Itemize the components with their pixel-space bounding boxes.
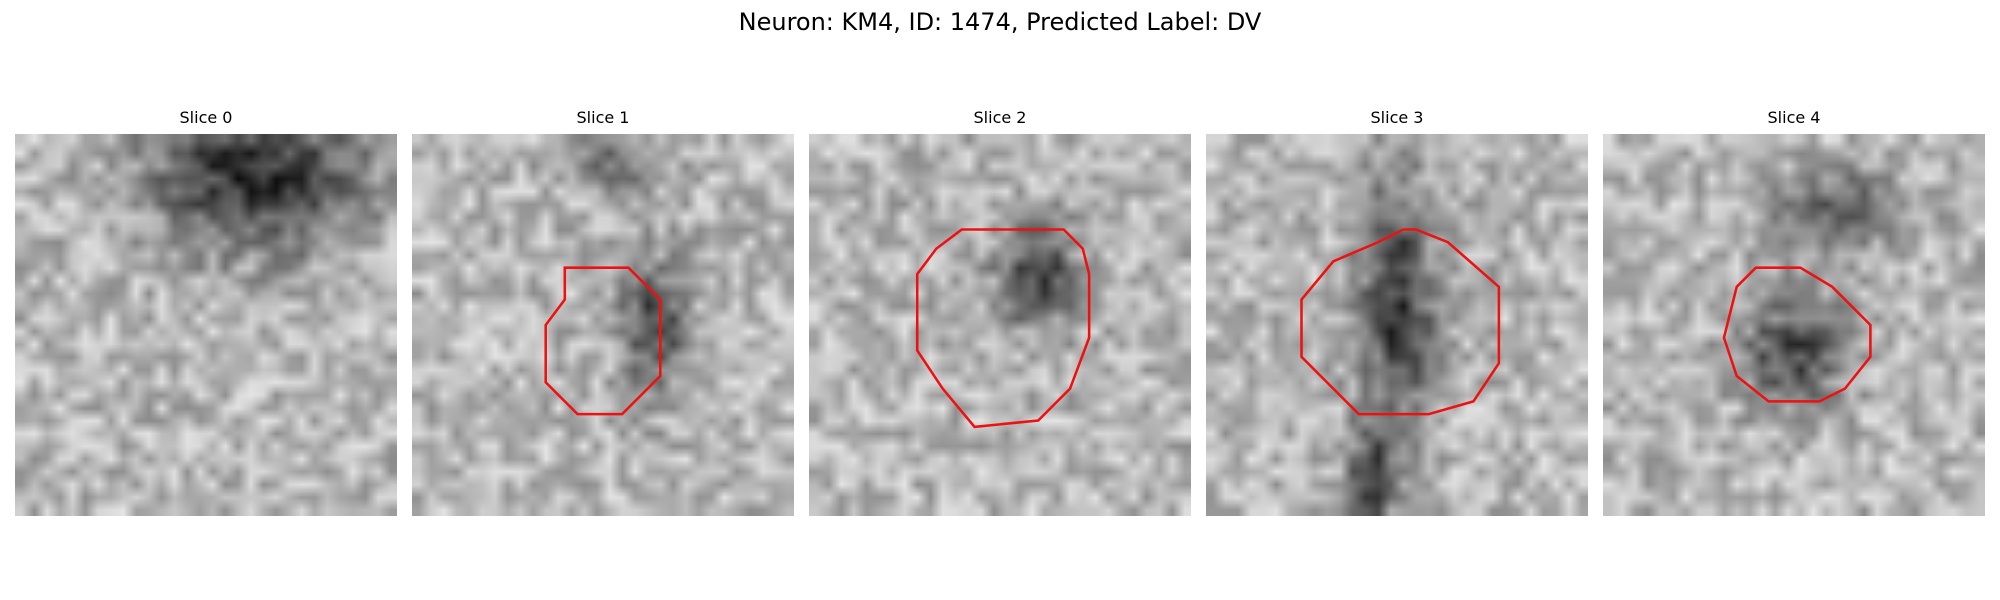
slice-contour-layer-4 bbox=[1722, 266, 1872, 403]
figure-title: Neuron: KM4, ID: 1474, Predicted Label: … bbox=[738, 8, 1262, 36]
slice-contour-layer-0 bbox=[15, 134, 397, 516]
contour-outline-3 bbox=[1300, 228, 1501, 416]
slice-title-1: Slice 1 bbox=[576, 108, 630, 127]
slice-title-4: Slice 4 bbox=[1767, 108, 1821, 127]
slice-panel-1: Slice 1 bbox=[412, 108, 794, 516]
contour-outline-1 bbox=[544, 266, 662, 416]
slice-contour-layer-2 bbox=[915, 228, 1091, 429]
contour-outline-4 bbox=[1722, 266, 1872, 403]
slice-image-2 bbox=[809, 134, 1191, 516]
slice-title-2: Slice 2 bbox=[973, 108, 1027, 127]
slice-image-3 bbox=[1206, 134, 1588, 516]
slice-contour-layer-1 bbox=[544, 266, 662, 416]
contour-outline-2 bbox=[915, 228, 1091, 429]
slice-contour-layer-3 bbox=[1300, 228, 1501, 416]
slice-panel-0: Slice 0 bbox=[15, 108, 397, 516]
slice-image-1 bbox=[412, 134, 794, 516]
slice-panel-4: Slice 4 bbox=[1603, 108, 1985, 516]
slice-image-0 bbox=[15, 134, 397, 516]
slice-panel-3: Slice 3 bbox=[1206, 108, 1588, 516]
slice-title-3: Slice 3 bbox=[1370, 108, 1424, 127]
slice-title-0: Slice 0 bbox=[179, 108, 233, 127]
slice-panel-2: Slice 2 bbox=[809, 108, 1191, 516]
slice-image-4 bbox=[1603, 134, 1985, 516]
